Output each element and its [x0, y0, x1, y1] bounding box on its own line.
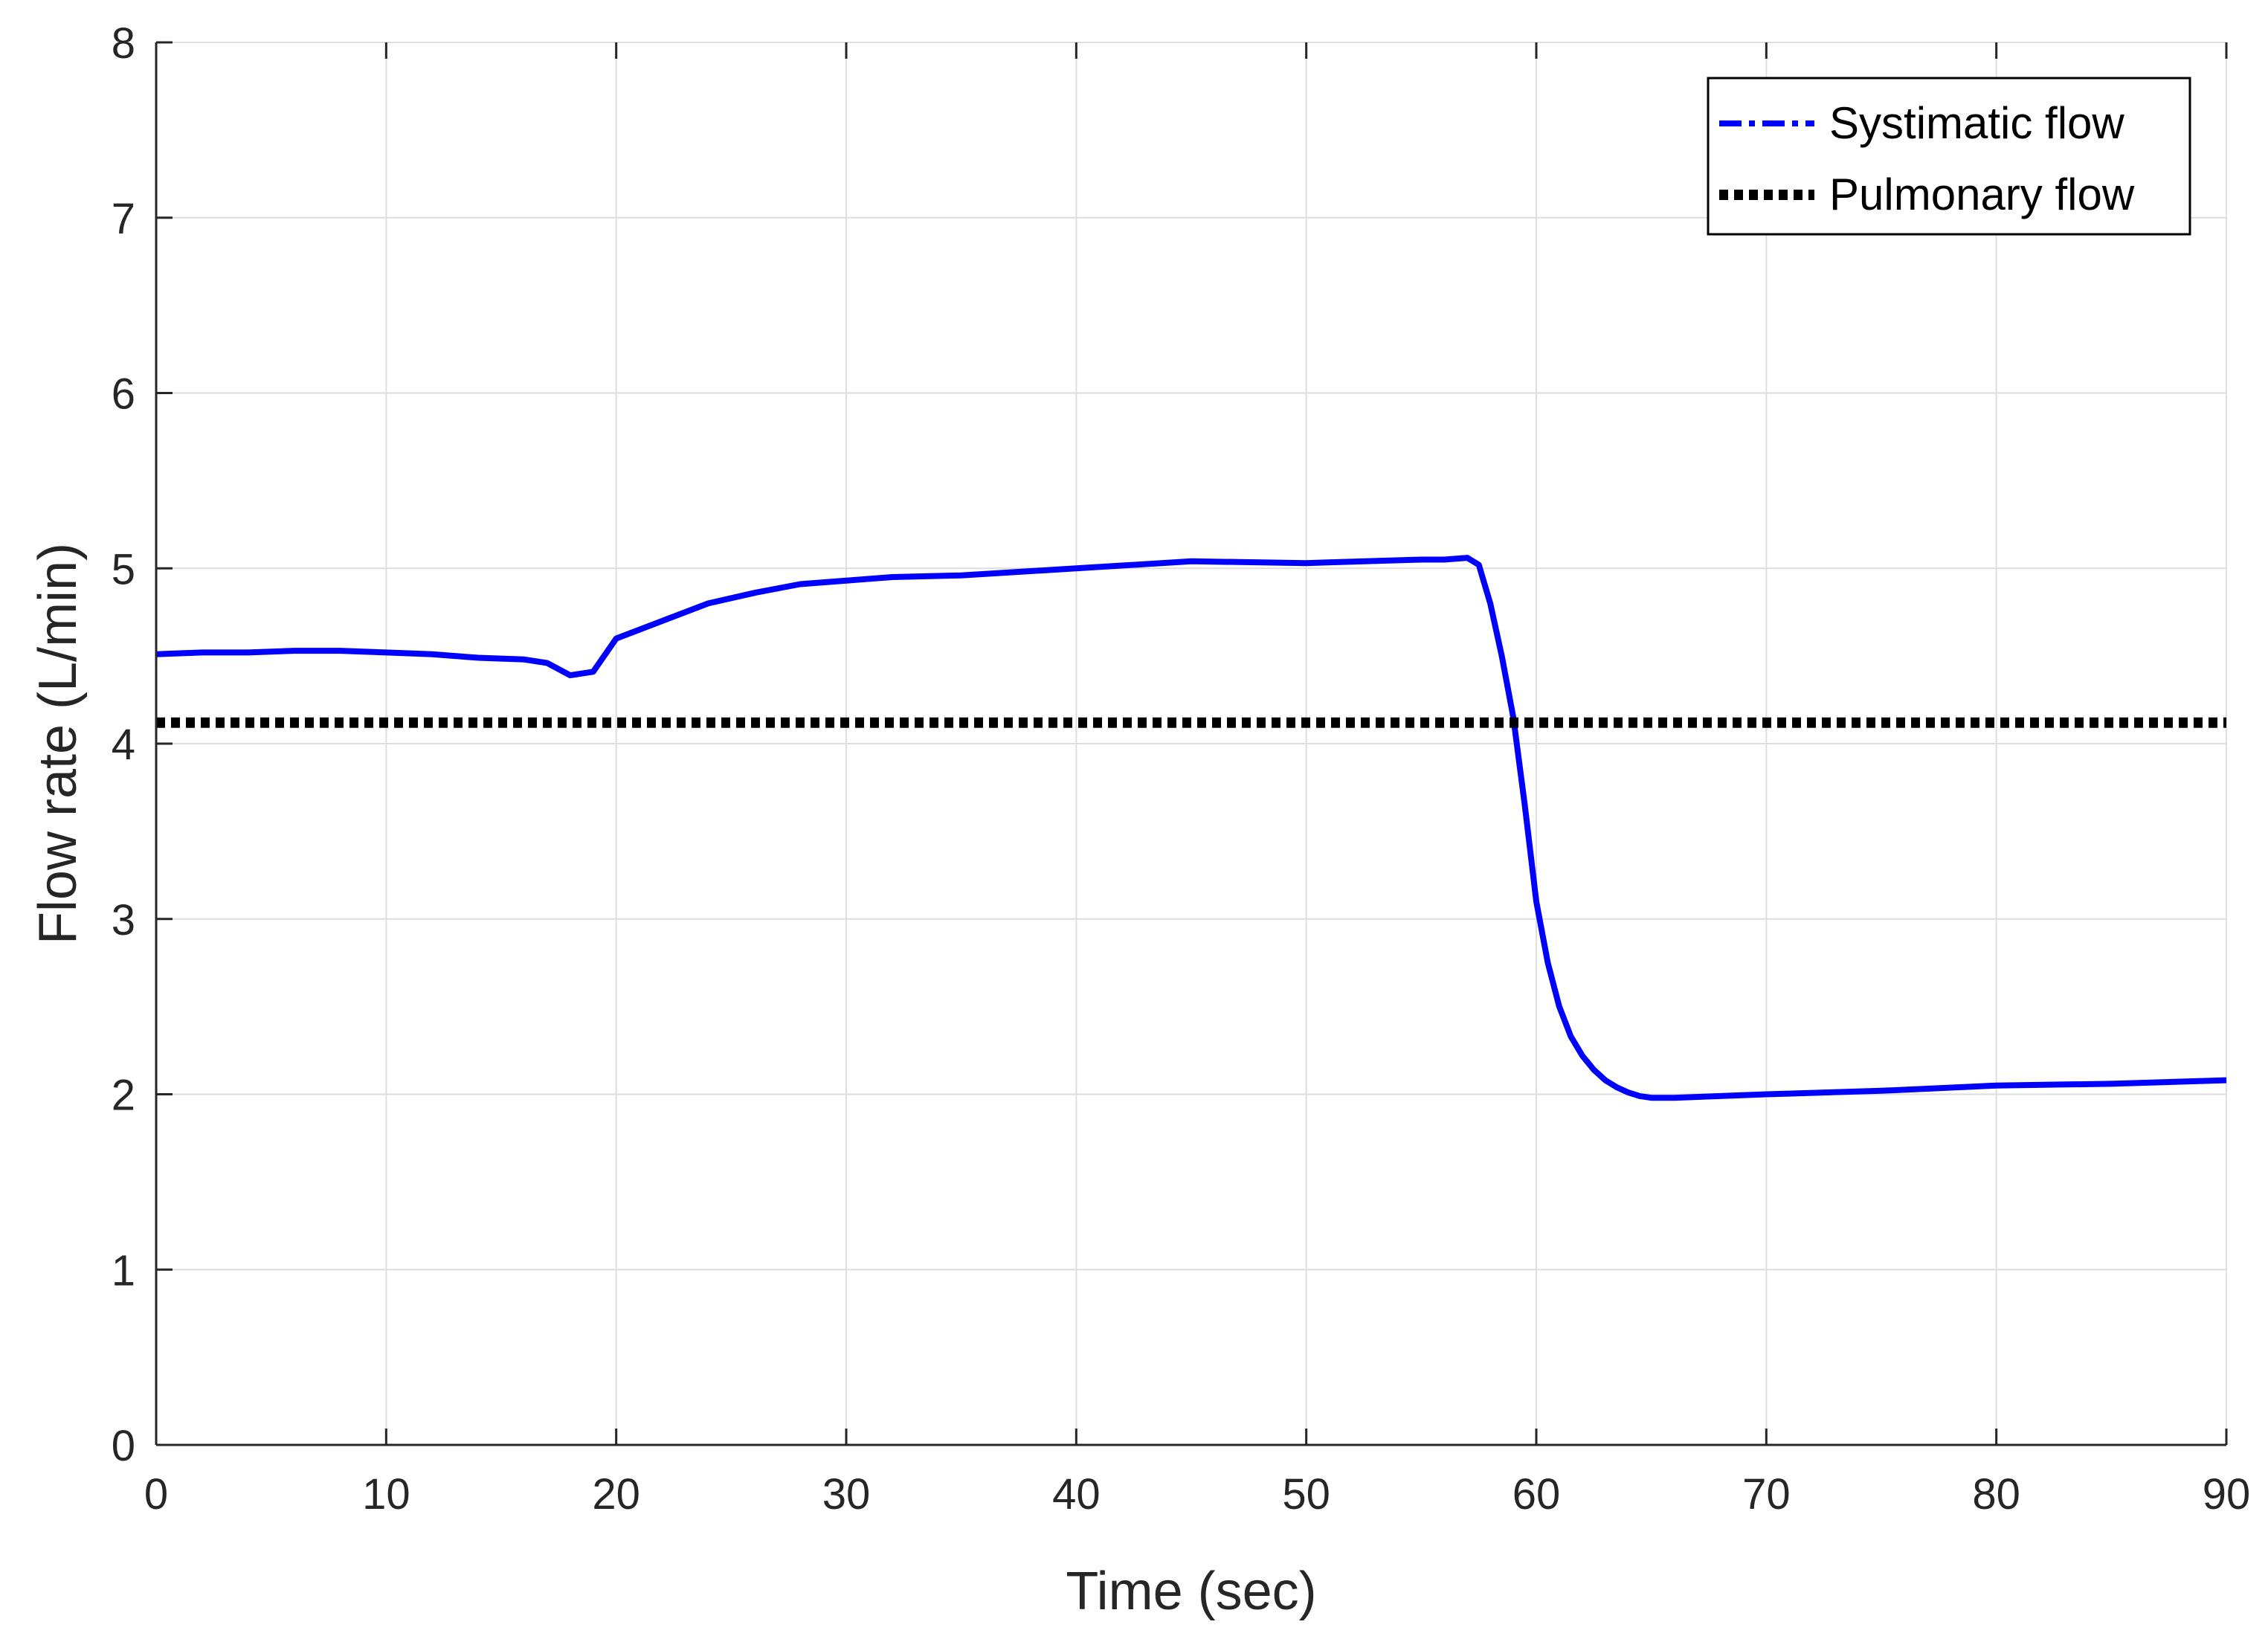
x-tick-label: 80 — [1972, 1470, 2020, 1519]
y-tick-label: 0 — [112, 1422, 135, 1470]
legend-label-pulmonary-flow: Pulmonary flow — [1829, 170, 2135, 219]
x-tick-label: 60 — [1512, 1470, 1561, 1519]
x-tick-label: 20 — [592, 1470, 640, 1519]
legend-box — [1707, 77, 2191, 236]
series-layer — [155, 555, 2227, 1101]
x-tick-label: 10 — [362, 1470, 410, 1519]
y-tick-label: 4 — [112, 721, 135, 769]
y-tick-label: 2 — [112, 1072, 135, 1120]
y-tick-label: 6 — [112, 370, 135, 419]
legend: Systimatic flow Pulmonary flow — [1707, 77, 2191, 236]
y-tick-label: 8 — [112, 19, 135, 68]
x-tick-label: 40 — [1052, 1470, 1101, 1519]
x-axis-title: Time (sec) — [1066, 1562, 1316, 1621]
x-tick-label: 90 — [2203, 1470, 2251, 1519]
x-tick-label: 30 — [822, 1470, 871, 1519]
legend-label-systimatic-flow: Systimatic flow — [1829, 98, 2124, 148]
series-line-systimatic-flow — [155, 555, 2227, 1101]
y-tick-label: 3 — [112, 896, 135, 944]
y-tick-label: 5 — [112, 545, 135, 593]
tick-labels: 0 10 20 30 40 50 60 70 80 90 0 1 2 3 4 5 6 7 8 — [112, 19, 2251, 1519]
y-tick-label: 7 — [112, 195, 135, 243]
axes — [155, 41, 2228, 1446]
y-axis-title: Flow rate (L/min) — [28, 543, 88, 944]
x-tick-label: 70 — [1742, 1470, 1791, 1519]
x-tick-label: 50 — [1282, 1470, 1330, 1519]
y-tick-label: 1 — [112, 1246, 135, 1295]
x-tick-label: 0 — [144, 1470, 168, 1519]
